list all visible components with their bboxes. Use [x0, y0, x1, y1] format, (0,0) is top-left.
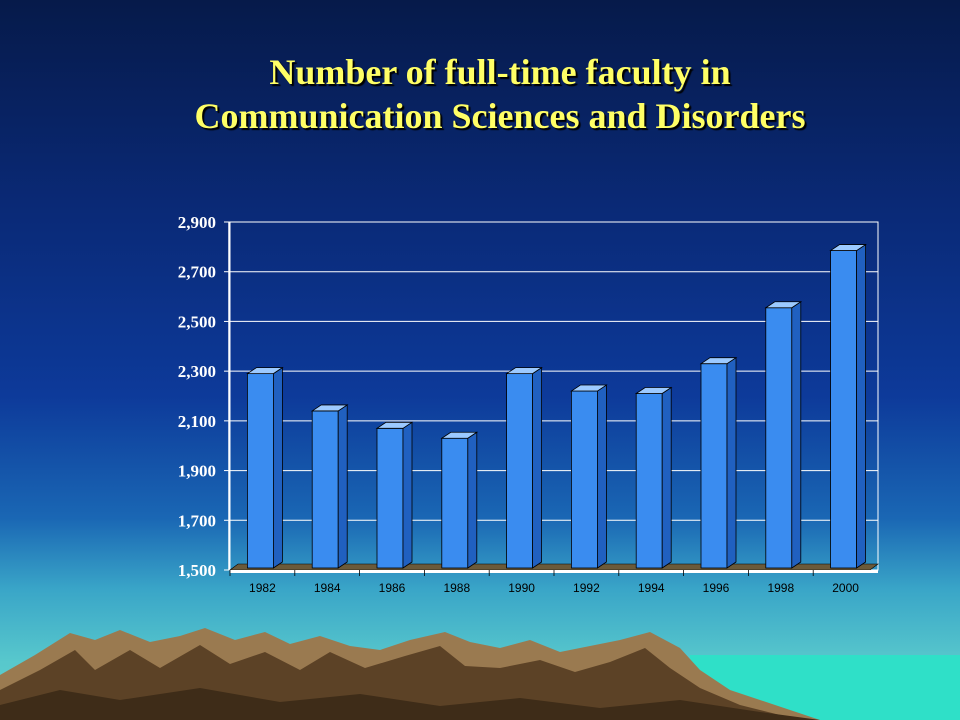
bar-front	[765, 307, 793, 569]
x-tick-labels: 1982 1984 1986 1988 1990 1992 1994 1996 1998 2000	[229, 570, 859, 595]
bar-front	[441, 437, 469, 569]
bar-front	[246, 373, 274, 569]
bar-front	[311, 410, 339, 569]
x-tick-label: 1994	[638, 581, 665, 595]
x-tick-label: 1992	[573, 581, 600, 595]
bar-1988	[440, 431, 479, 569]
y-tick-label: 2,100	[178, 412, 216, 431]
title-line-2: Communication Sciences and Disorders	[194, 96, 806, 136]
bar-2000	[829, 243, 867, 569]
bar-side	[791, 301, 802, 569]
bar-side	[661, 386, 672, 569]
y-tick-label: 2,900	[178, 213, 216, 232]
x-tick-label: 1984	[314, 581, 341, 595]
bar-side	[337, 404, 348, 569]
x-tick-label: 1998	[767, 581, 794, 595]
y-tick-label: 2,500	[178, 312, 216, 331]
bar-front	[571, 390, 598, 569]
x-tick-label: 2000	[832, 581, 859, 595]
bar-front	[635, 393, 663, 569]
bar-1998	[764, 301, 803, 569]
bar-side	[532, 366, 542, 569]
y-tick-label: 2,700	[178, 263, 216, 282]
bar-1982	[246, 366, 284, 569]
bar-top	[310, 404, 349, 412]
bar-side	[467, 431, 478, 569]
chart-title: Number of full-time faculty in Communica…	[0, 50, 960, 138]
bar-top	[829, 244, 867, 251]
bar-1990	[505, 366, 543, 569]
x-tick-label: 1996	[703, 581, 730, 595]
mountains	[0, 628, 960, 720]
bars	[246, 243, 867, 569]
title-line-1: Number of full-time faculty in	[269, 52, 731, 92]
x-tick-label: 1982	[249, 581, 276, 595]
bar-top	[634, 387, 673, 394]
bar-top	[505, 367, 543, 375]
bar-top	[570, 384, 608, 392]
bar-top	[699, 357, 738, 365]
bar-front	[830, 250, 857, 569]
y-tick-label: 1,500	[178, 561, 216, 580]
bar-1994	[634, 386, 673, 569]
bar-side	[726, 356, 737, 569]
bar-side	[597, 384, 607, 569]
bar-top	[764, 301, 803, 309]
bar-1986	[375, 421, 414, 569]
bar-1984	[310, 404, 349, 569]
bar-side	[272, 366, 283, 569]
bar-front	[700, 363, 728, 569]
bar-1992	[570, 384, 608, 569]
bar-top	[375, 421, 414, 429]
x-tick-label: 1990	[508, 581, 535, 595]
y-tick-labels: 1,500 1,700 1,900 2,100 2,300 2,500 2,700 2,900	[178, 213, 216, 580]
bar-side	[856, 243, 866, 569]
y-tick-label: 2,300	[178, 362, 216, 381]
bar-top	[440, 431, 479, 439]
bar-top	[246, 367, 284, 375]
mountain-base	[0, 688, 820, 720]
x-tick-label: 1988	[443, 581, 470, 595]
bar-front	[376, 427, 404, 569]
bar-side	[402, 421, 413, 569]
x-tick-label: 1986	[379, 581, 406, 595]
y-tick-label: 1,700	[178, 511, 216, 530]
bar-1996	[699, 356, 738, 569]
bar-front	[506, 373, 534, 569]
y-tick-label: 1,900	[178, 462, 216, 481]
